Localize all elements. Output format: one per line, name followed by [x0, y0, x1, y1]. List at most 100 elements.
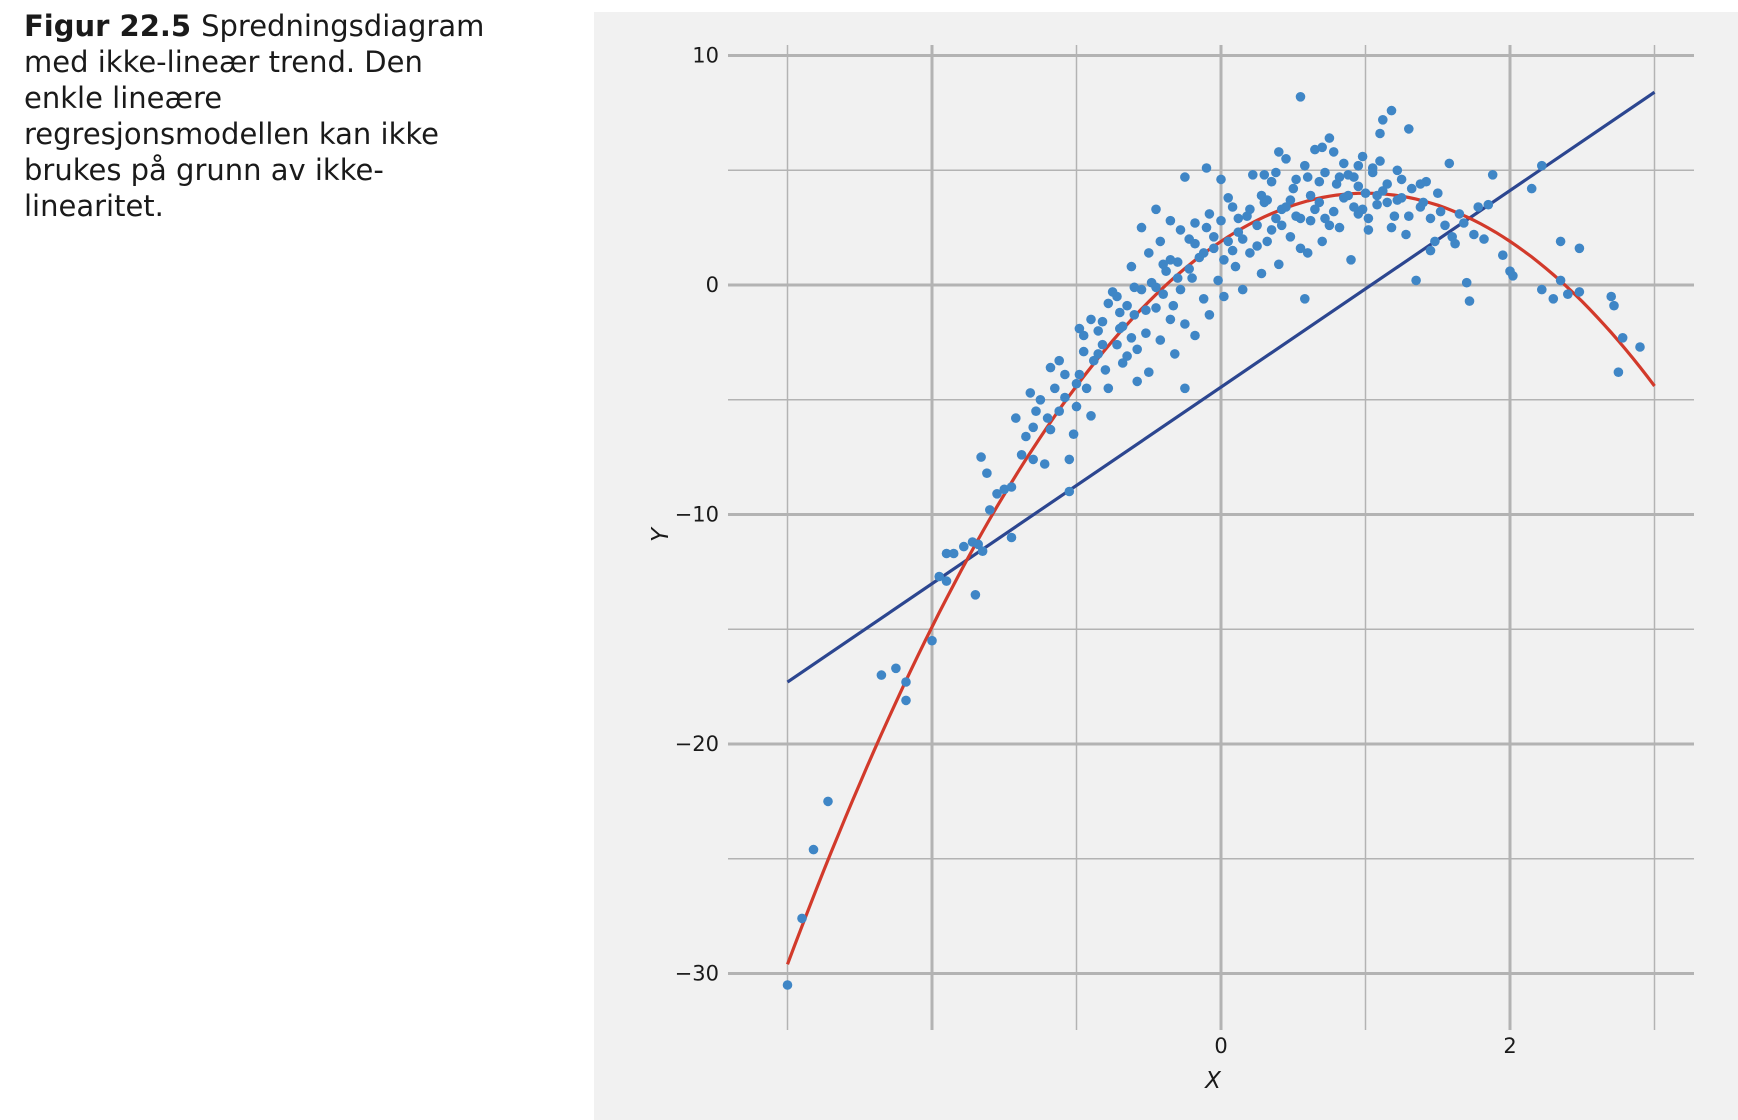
data-point: [1367, 167, 1378, 178]
data-point: [1357, 204, 1368, 215]
data-point: [1028, 454, 1038, 465]
data-point: [1281, 202, 1291, 212]
data-point: [1375, 156, 1385, 166]
data-point: [1233, 227, 1244, 237]
data-point: [1262, 236, 1272, 247]
data-point: [1487, 170, 1498, 180]
data-point: [1006, 532, 1017, 543]
data-point: [1204, 310, 1215, 320]
data-point: [1237, 284, 1248, 295]
data-point: [1334, 222, 1345, 233]
data-point: [1155, 236, 1166, 247]
data-point: [1187, 273, 1197, 283]
data-point: [1285, 195, 1296, 205]
data-point: [901, 677, 911, 687]
data-point: [1339, 158, 1349, 169]
data-point: [1353, 160, 1364, 171]
data-point: [1097, 316, 1108, 327]
data-point: [1129, 282, 1140, 293]
data-point: [1300, 160, 1310, 171]
data-point: [1190, 330, 1200, 341]
data-point: [1252, 220, 1262, 231]
data-point: [1314, 176, 1325, 187]
data-point: [1353, 181, 1364, 192]
data-point: [1170, 349, 1180, 359]
data-point: [876, 670, 887, 680]
data-point: [1302, 172, 1313, 182]
data-point: [1372, 190, 1382, 201]
data-point: [1117, 321, 1128, 332]
x-tick-label: 2: [1503, 1034, 1516, 1058]
data-point: [1112, 291, 1122, 302]
data-point: [1021, 431, 1031, 442]
data-point: [1190, 218, 1200, 228]
data-point: [1155, 335, 1166, 345]
data-point: [1068, 429, 1079, 440]
data-point: [1213, 275, 1223, 286]
data-point: [1274, 259, 1284, 270]
data-point: [1093, 349, 1103, 359]
data-point: [985, 505, 995, 515]
data-point: [1328, 206, 1339, 217]
data-point: [1028, 422, 1038, 433]
y-tick-label: 0: [706, 273, 719, 297]
data-point: [1158, 259, 1168, 270]
data-point: [1425, 245, 1436, 256]
data-point: [1172, 273, 1183, 283]
data-point: [1262, 195, 1272, 205]
data-point: [1151, 303, 1161, 313]
data-point: [1045, 424, 1056, 435]
data-point: [1563, 289, 1573, 300]
data-point: [1440, 220, 1450, 231]
data-point: [1115, 307, 1125, 318]
data-point: [1141, 305, 1151, 316]
data-point: [1064, 486, 1075, 497]
data-point: [1175, 284, 1186, 295]
data-point: [1320, 213, 1330, 224]
data-point: [1310, 144, 1320, 155]
data-point: [1180, 383, 1190, 394]
data-point: [1464, 296, 1475, 306]
data-point: [1071, 378, 1082, 389]
figure-label: Figur 22.5: [24, 9, 192, 43]
data-point: [1136, 222, 1147, 233]
data-point: [1295, 92, 1306, 102]
data-point: [1035, 395, 1046, 405]
figure-caption: Figur 22.5 Spredningsdiagram med ikke-lin…: [24, 8, 504, 224]
data-point: [901, 695, 911, 706]
data-point: [1054, 355, 1064, 366]
y-tick-label: −20: [675, 732, 719, 756]
data-point: [1404, 124, 1414, 134]
data-point: [1454, 209, 1465, 219]
data-point: [1112, 339, 1122, 350]
data-point: [1168, 300, 1179, 311]
data-point: [1339, 193, 1349, 203]
data-point: [1617, 333, 1628, 343]
data-point: [992, 489, 1002, 499]
data-point: [1555, 275, 1566, 286]
data-point: [1064, 454, 1075, 465]
y-axis-label: Y: [648, 526, 674, 542]
data-point: [927, 635, 937, 646]
data-point: [1245, 248, 1255, 258]
data-point: [1054, 406, 1064, 417]
data-point: [1086, 314, 1096, 325]
chart-panel: [594, 12, 1738, 1120]
data-point: [1165, 314, 1176, 325]
data-point: [1285, 232, 1296, 242]
data-point: [1349, 202, 1359, 212]
data-point: [782, 980, 793, 990]
y-tick-label: 10: [692, 44, 719, 68]
data-point: [1401, 229, 1411, 240]
data-point: [1180, 319, 1190, 329]
data-point: [1334, 172, 1345, 182]
data-point: [823, 796, 833, 807]
quadratic-fit-curve: [786, 191, 1656, 965]
data-point: [1346, 254, 1356, 265]
data-point: [1190, 238, 1200, 249]
data-point: [1103, 383, 1114, 394]
data-point: [1392, 165, 1403, 176]
data-point: [1237, 234, 1248, 244]
data-point: [1248, 170, 1258, 180]
data-point: [1201, 163, 1212, 173]
